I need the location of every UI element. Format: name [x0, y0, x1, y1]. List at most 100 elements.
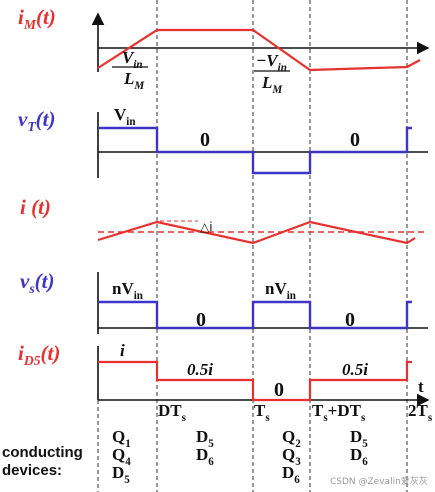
subscript: s — [428, 412, 433, 424]
text-part: Q — [282, 445, 295, 464]
subscript: s — [323, 412, 328, 424]
text-part: Q — [282, 427, 295, 446]
subscript: in — [133, 59, 142, 71]
subscript: 5 — [124, 474, 130, 486]
waveform-label: vs(t) — [20, 269, 54, 296]
text-part: (t) — [36, 107, 56, 131]
text-part: T — [254, 401, 266, 420]
subscript: in — [278, 62, 287, 74]
slope-denominator: LM — [261, 73, 283, 96]
text-part: nV — [265, 279, 287, 298]
subscript: 4 — [125, 456, 131, 468]
level-label: 0 — [345, 309, 355, 331]
text-part: D — [196, 445, 208, 464]
waveform-label: iM(t) — [18, 5, 56, 32]
device: Q1 — [112, 427, 131, 450]
device: D5 — [350, 427, 368, 450]
waveform-label: i (t) — [20, 195, 51, 219]
subscript: in — [287, 290, 296, 302]
text-part: (t) — [35, 269, 55, 293]
text-part: D — [282, 463, 294, 482]
watermark: CSDN @Zevalin爱灰灰 — [330, 475, 428, 487]
subscript: 6 — [208, 456, 214, 468]
time-tick: 2Ts — [408, 401, 433, 424]
text-part: i — [18, 5, 24, 29]
level-label: Vin — [114, 105, 136, 128]
subscript: T — [27, 119, 36, 134]
text-part: v — [20, 269, 30, 293]
subscript: M — [271, 84, 283, 96]
i-panel: i (t) △i — [20, 195, 425, 245]
subscript: 3 — [295, 456, 301, 468]
subscript: s — [28, 281, 34, 296]
time-tick: Ts — [254, 401, 270, 424]
level-label: nVin — [265, 279, 296, 302]
level-label: 0 — [350, 129, 360, 151]
subscript: 1 — [125, 438, 131, 450]
level-label: i — [120, 341, 125, 360]
text-part: −V — [256, 51, 279, 70]
subscript: s — [182, 412, 187, 424]
waveform-label: vT(t) — [18, 107, 56, 134]
time-dividers — [97, 0, 408, 492]
subscript: in — [134, 290, 143, 302]
slope-numerator: −Vin — [256, 51, 287, 74]
device: D6 — [350, 445, 368, 468]
id5-panel: iD5(t) i 0.5i 0 0.5i t — [18, 341, 430, 407]
time-tick: Ts+DTs — [312, 401, 366, 424]
subscript: s — [361, 412, 366, 424]
time-ticks: DTs Ts Ts+DTs 2Ts — [158, 401, 433, 424]
text-part: L — [123, 69, 134, 88]
device: D5 — [112, 463, 130, 486]
text-part: i — [18, 341, 24, 365]
axis-label: t — [418, 377, 424, 396]
devices-label: devices: — [2, 462, 62, 479]
level-label: 0 — [196, 309, 206, 331]
text-part: D — [350, 445, 362, 464]
level-label: 0 — [200, 129, 210, 151]
im-panel: iM(t) Vin LM −Vin LM — [18, 5, 430, 96]
text-part: Q — [112, 445, 125, 464]
device: D5 — [196, 427, 214, 450]
text-part: D — [350, 427, 362, 446]
waveform-label: iD5(t) — [18, 341, 60, 368]
device: Q3 — [282, 445, 301, 468]
text-part: D — [196, 427, 208, 446]
slope-denominator: LM — [123, 69, 145, 92]
subscript: 2 — [295, 438, 301, 450]
level-label: 0 — [274, 379, 284, 401]
subscript: M — [23, 17, 37, 32]
subscript: M — [133, 80, 145, 92]
level-label: nVin — [112, 279, 143, 302]
level-label: 0.5i — [187, 360, 213, 379]
text-part: Q — [112, 427, 125, 446]
subscript: 5 — [362, 438, 368, 450]
ripple-label: △i — [200, 220, 213, 234]
subscript: s — [265, 412, 270, 424]
text-part: +DT — [328, 401, 362, 420]
text-part: T — [312, 401, 324, 420]
text-part: D — [112, 463, 124, 482]
text-part: (t) — [41, 341, 61, 365]
subscript: 6 — [294, 474, 300, 486]
device: D6 — [196, 445, 214, 468]
devices-label: conducting — [2, 444, 83, 461]
vs-panel: vs(t) nVin nVin 0 0 — [20, 269, 428, 334]
text-part: DT — [158, 401, 182, 420]
text-part: 2T — [408, 401, 429, 420]
subscript: 6 — [362, 456, 368, 468]
text-part: v — [18, 107, 28, 131]
text-part: (t) — [36, 5, 56, 29]
slope-numerator: Vin — [122, 48, 143, 71]
subscript: D5 — [23, 353, 41, 368]
vt-panel: vT(t) Vin 0 0 — [18, 105, 428, 178]
level-label: 0.5i — [342, 360, 368, 379]
subscript: 5 — [208, 438, 214, 450]
subscript: in — [126, 116, 135, 128]
device: Q4 — [112, 445, 131, 468]
device: D6 — [282, 463, 300, 486]
text-part: nV — [112, 279, 134, 298]
time-tick: DTs — [158, 401, 187, 424]
